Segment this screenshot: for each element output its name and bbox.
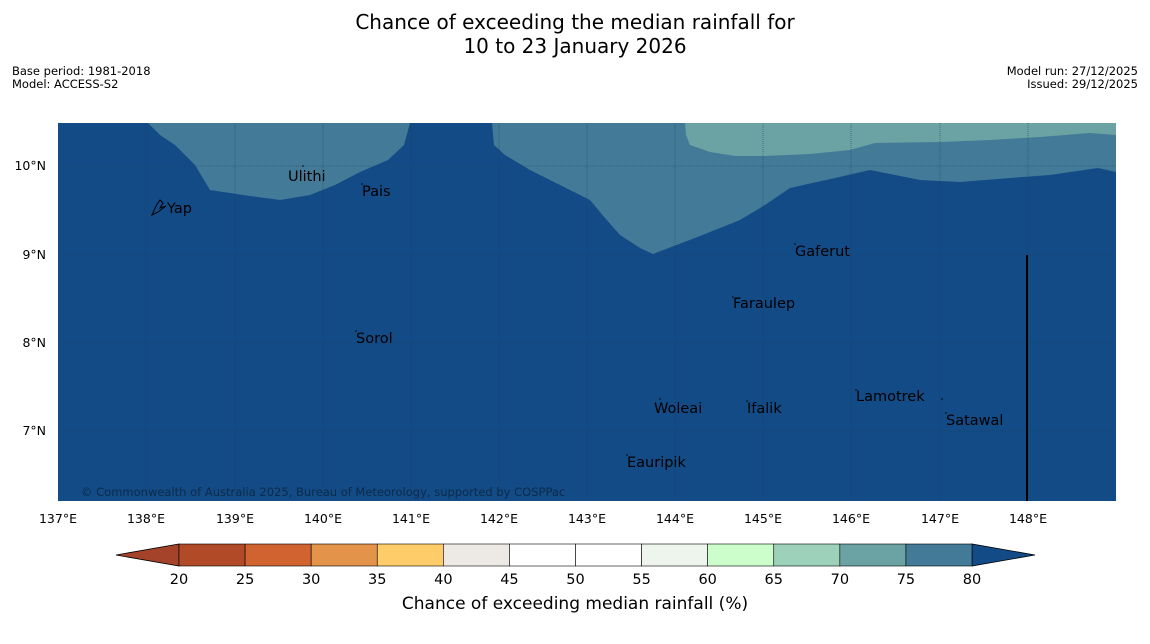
- colorbar-segment: [707, 543, 775, 567]
- yap-island: [150, 199, 167, 217]
- band-75-west: [148, 123, 410, 200]
- lon-label-138e: 138°E: [127, 511, 165, 526]
- model-name: Model: ACCESS-S2: [12, 77, 119, 91]
- place-yap: Yap: [166, 201, 192, 217]
- colorbar-segment: [773, 543, 841, 567]
- colorbar-tick-label: 30: [302, 572, 320, 588]
- lon-label-140e: 140°E: [304, 511, 342, 526]
- lon-label-148e: 148°E: [1009, 511, 1047, 526]
- colorbar-segment: [244, 543, 312, 567]
- copyright-notice: © Commonwealth of Australia 2025, Bureau…: [81, 485, 565, 499]
- colorbar-tick-label: 25: [236, 572, 254, 588]
- lon-label-139e: 139°E: [216, 511, 254, 526]
- lat-label-7n: 7°N: [22, 423, 46, 438]
- place-markers: [302, 165, 947, 456]
- place-lamotrek: Lamotrek: [856, 389, 925, 405]
- colorbar-segment: [575, 543, 642, 567]
- lon-label-144e: 144°E: [656, 511, 694, 526]
- colorbar-segment: [641, 543, 708, 567]
- lon-label-137e: 137°E: [39, 511, 77, 526]
- colorbar-over-arrow: [971, 543, 1036, 567]
- graticule: [58, 123, 1116, 501]
- lon-label-143e: 143°E: [568, 511, 606, 526]
- issued-date: Issued: 29/12/2025: [1027, 77, 1138, 91]
- lat-label-10n: 10°N: [14, 158, 46, 173]
- colorbar-tick-label: 40: [434, 572, 452, 588]
- place-sorol: Sorol: [356, 331, 393, 347]
- colorbar: 20 25 30 35 40 45 50 55 60 65 70 75 80: [115, 543, 1036, 588]
- lon-label-142e: 142°E: [480, 511, 518, 526]
- colorbar-tick-label: 50: [566, 572, 584, 588]
- lon-label-146e: 146°E: [832, 511, 870, 526]
- colorbar-segment: [376, 543, 444, 567]
- place-pais: Pais: [362, 184, 391, 200]
- place-woleai: Woleai: [654, 401, 702, 417]
- map-title-line1: Chance of exceeding the median rainfall …: [355, 10, 795, 34]
- meta-right: Model run: 27/12/2025 Issued: 29/12/2025: [1007, 65, 1138, 91]
- place-faraulep: Faraulep: [733, 296, 795, 312]
- colorbar-segment: [310, 543, 378, 567]
- colorbar-segment: [443, 543, 510, 567]
- lon-label-145e: 145°E: [744, 511, 782, 526]
- colorbar-tick-label: 80: [963, 572, 981, 588]
- band-75-east: [492, 123, 1116, 254]
- place-satawal: Satawal: [946, 413, 1003, 429]
- place-gaferut: Gaferut: [795, 244, 850, 260]
- meta-left: Base period: 1981-2018 Model: ACCESS-S2: [12, 65, 151, 91]
- map-title-line2: 10 to 23 January 2026: [463, 34, 687, 58]
- colorbar-tick-label: 70: [831, 572, 849, 588]
- lon-label-147e: 147°E: [921, 511, 959, 526]
- base-period: Base period: 1981-2018: [12, 64, 151, 78]
- colorbar-segment: [178, 543, 246, 567]
- place-ifalik: Ifalik: [747, 401, 782, 417]
- colorbar-under-arrow: [115, 543, 180, 567]
- colorbar-tick-label: 45: [500, 572, 518, 588]
- colorbar-tick-label: 35: [368, 572, 386, 588]
- colorbar-tick-label: 60: [698, 572, 716, 588]
- colorbar-segment: [905, 543, 973, 567]
- colorbar-tick-label: 65: [765, 572, 783, 588]
- band-70: [685, 123, 1116, 156]
- place-ulithi: Ulithi: [288, 169, 326, 185]
- place-eauripik: Eauripik: [627, 455, 686, 471]
- colorbar-segment: [509, 543, 576, 567]
- lat-label-8n: 8°N: [22, 335, 46, 350]
- colorbar-tick-label: 55: [632, 572, 650, 588]
- lat-label-9n: 9°N: [22, 247, 46, 262]
- colorbar-tick-label: 20: [170, 572, 188, 588]
- lon-label-141e: 141°E: [392, 511, 430, 526]
- colorbar-segment: [839, 543, 907, 567]
- colorbar-title: Chance of exceeding median rainfall (%): [401, 594, 749, 614]
- model-run: Model run: 27/12/2025: [1006, 64, 1138, 78]
- colorbar-tick-label: 75: [897, 572, 915, 588]
